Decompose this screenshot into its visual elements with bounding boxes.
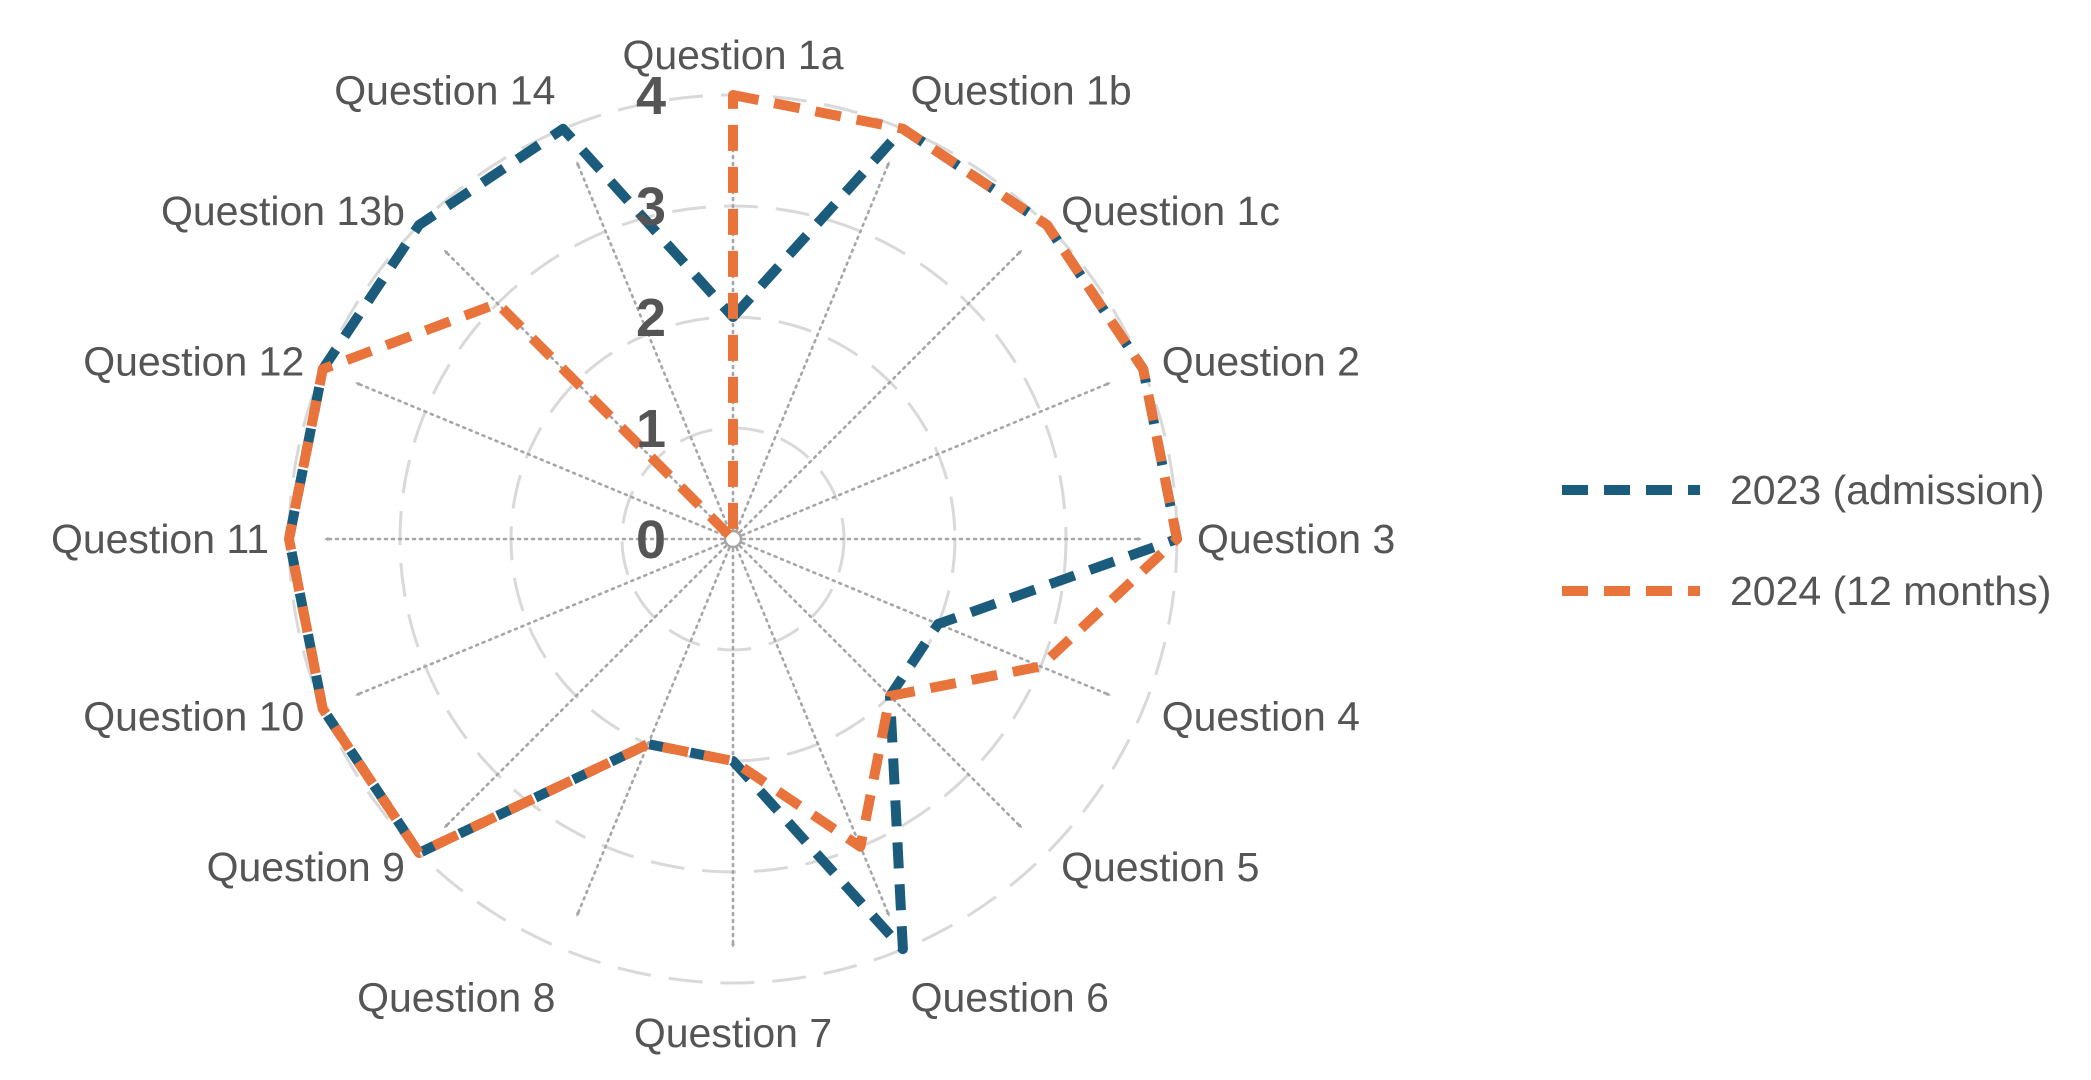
axis-label: Question 12 xyxy=(83,338,304,384)
axis-label: Question 13b xyxy=(161,188,405,234)
axis-spoke xyxy=(740,541,1112,697)
radar-spokes xyxy=(323,129,1143,949)
axis-spoke xyxy=(738,248,1024,534)
axis-spoke xyxy=(738,544,1024,830)
tick-label: 1 xyxy=(636,399,666,459)
axis-label: Question 4 xyxy=(1162,694,1360,740)
legend-label-2: 2024 (12 months) xyxy=(1730,568,2051,614)
axis-spoke xyxy=(442,248,728,534)
axis-spoke xyxy=(354,381,726,537)
axis-label: Question 5 xyxy=(1061,844,1259,890)
tick-label: 0 xyxy=(636,510,666,570)
axis-label: Question 11 xyxy=(51,516,269,562)
tick-label: 4 xyxy=(636,66,666,126)
axis-label: Question 10 xyxy=(83,694,304,740)
center-dot xyxy=(723,529,743,549)
axis-label: Question 9 xyxy=(207,844,405,890)
tick-label: 3 xyxy=(636,177,666,237)
axis-label: Question 3 xyxy=(1197,516,1395,562)
axis-spoke xyxy=(740,381,1112,537)
axis-label: Question 8 xyxy=(357,975,555,1021)
axis-label: Question 14 xyxy=(334,67,555,113)
radial-tick-labels: 0 1 2 3 4 xyxy=(636,66,666,570)
axis-spoke xyxy=(442,544,728,830)
axis-spoke xyxy=(575,546,731,918)
axis-spoke xyxy=(575,160,731,532)
series-line-1 xyxy=(284,123,1182,955)
radar-series xyxy=(284,90,1182,955)
axis-category-labels: Question 1a Question 1b Question 1c Questio… xyxy=(51,32,1395,1056)
axis-label: Question 1b xyxy=(911,67,1132,113)
axis-label: Question 2 xyxy=(1162,338,1360,384)
axis-label: Question 1a xyxy=(622,32,843,78)
axis-spoke xyxy=(735,546,891,918)
axis-spoke xyxy=(354,541,726,697)
tick-label: 2 xyxy=(636,288,666,348)
axis-label: Question 7 xyxy=(634,1010,832,1056)
axis-label: Question 6 xyxy=(911,975,1109,1021)
axis-spoke xyxy=(735,160,891,532)
axis-label: Question 1c xyxy=(1061,188,1280,234)
legend-label-1: 2023 (admission) xyxy=(1730,467,2045,513)
legend: 2023 (admission) 2024 (12 months) xyxy=(1562,467,2051,614)
